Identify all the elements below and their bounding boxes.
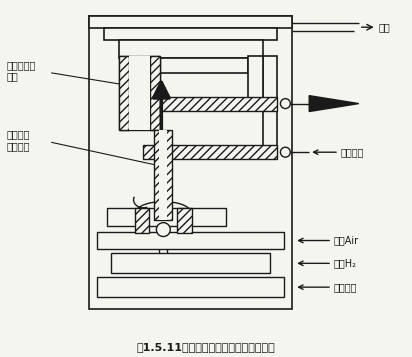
Text: 印加電源: 印加電源 [341, 147, 365, 157]
Bar [97, 232, 284, 250]
Bar [177, 208, 192, 232]
Text: 図1.5.11　水素炎イオン化検出法原理図: 図1.5.11 水素炎イオン化検出法原理図 [137, 342, 275, 352]
Bar [135, 208, 150, 232]
Bar [248, 56, 262, 111]
Bar [119, 56, 160, 130]
Bar [262, 56, 277, 155]
Circle shape [281, 147, 290, 157]
Text: 試料ガス: 試料ガス [334, 282, 358, 292]
Bar [154, 130, 172, 220]
Bar [159, 130, 167, 220]
Circle shape [281, 99, 290, 109]
Polygon shape [309, 96, 359, 111]
Bar [107, 208, 226, 226]
Bar [104, 28, 277, 40]
Text: 助燃Air: 助燃Air [334, 236, 359, 246]
Bar [119, 40, 262, 58]
Bar [89, 16, 293, 309]
Bar [111, 253, 271, 273]
Bar [129, 56, 150, 130]
Circle shape [157, 223, 170, 237]
Bar [133, 58, 248, 73]
Bar [119, 56, 129, 130]
Bar [89, 16, 293, 28]
Bar [150, 56, 160, 130]
Bar [143, 145, 277, 159]
Bar [160, 97, 277, 111]
Text: コレクター
電極: コレクター 電極 [7, 60, 36, 82]
Bar [97, 277, 284, 297]
Text: バーナー
ジェット: バーナー ジェット [7, 130, 30, 151]
Text: 燃料H₂: 燃料H₂ [334, 258, 357, 268]
Text: 排出: 排出 [379, 22, 391, 32]
